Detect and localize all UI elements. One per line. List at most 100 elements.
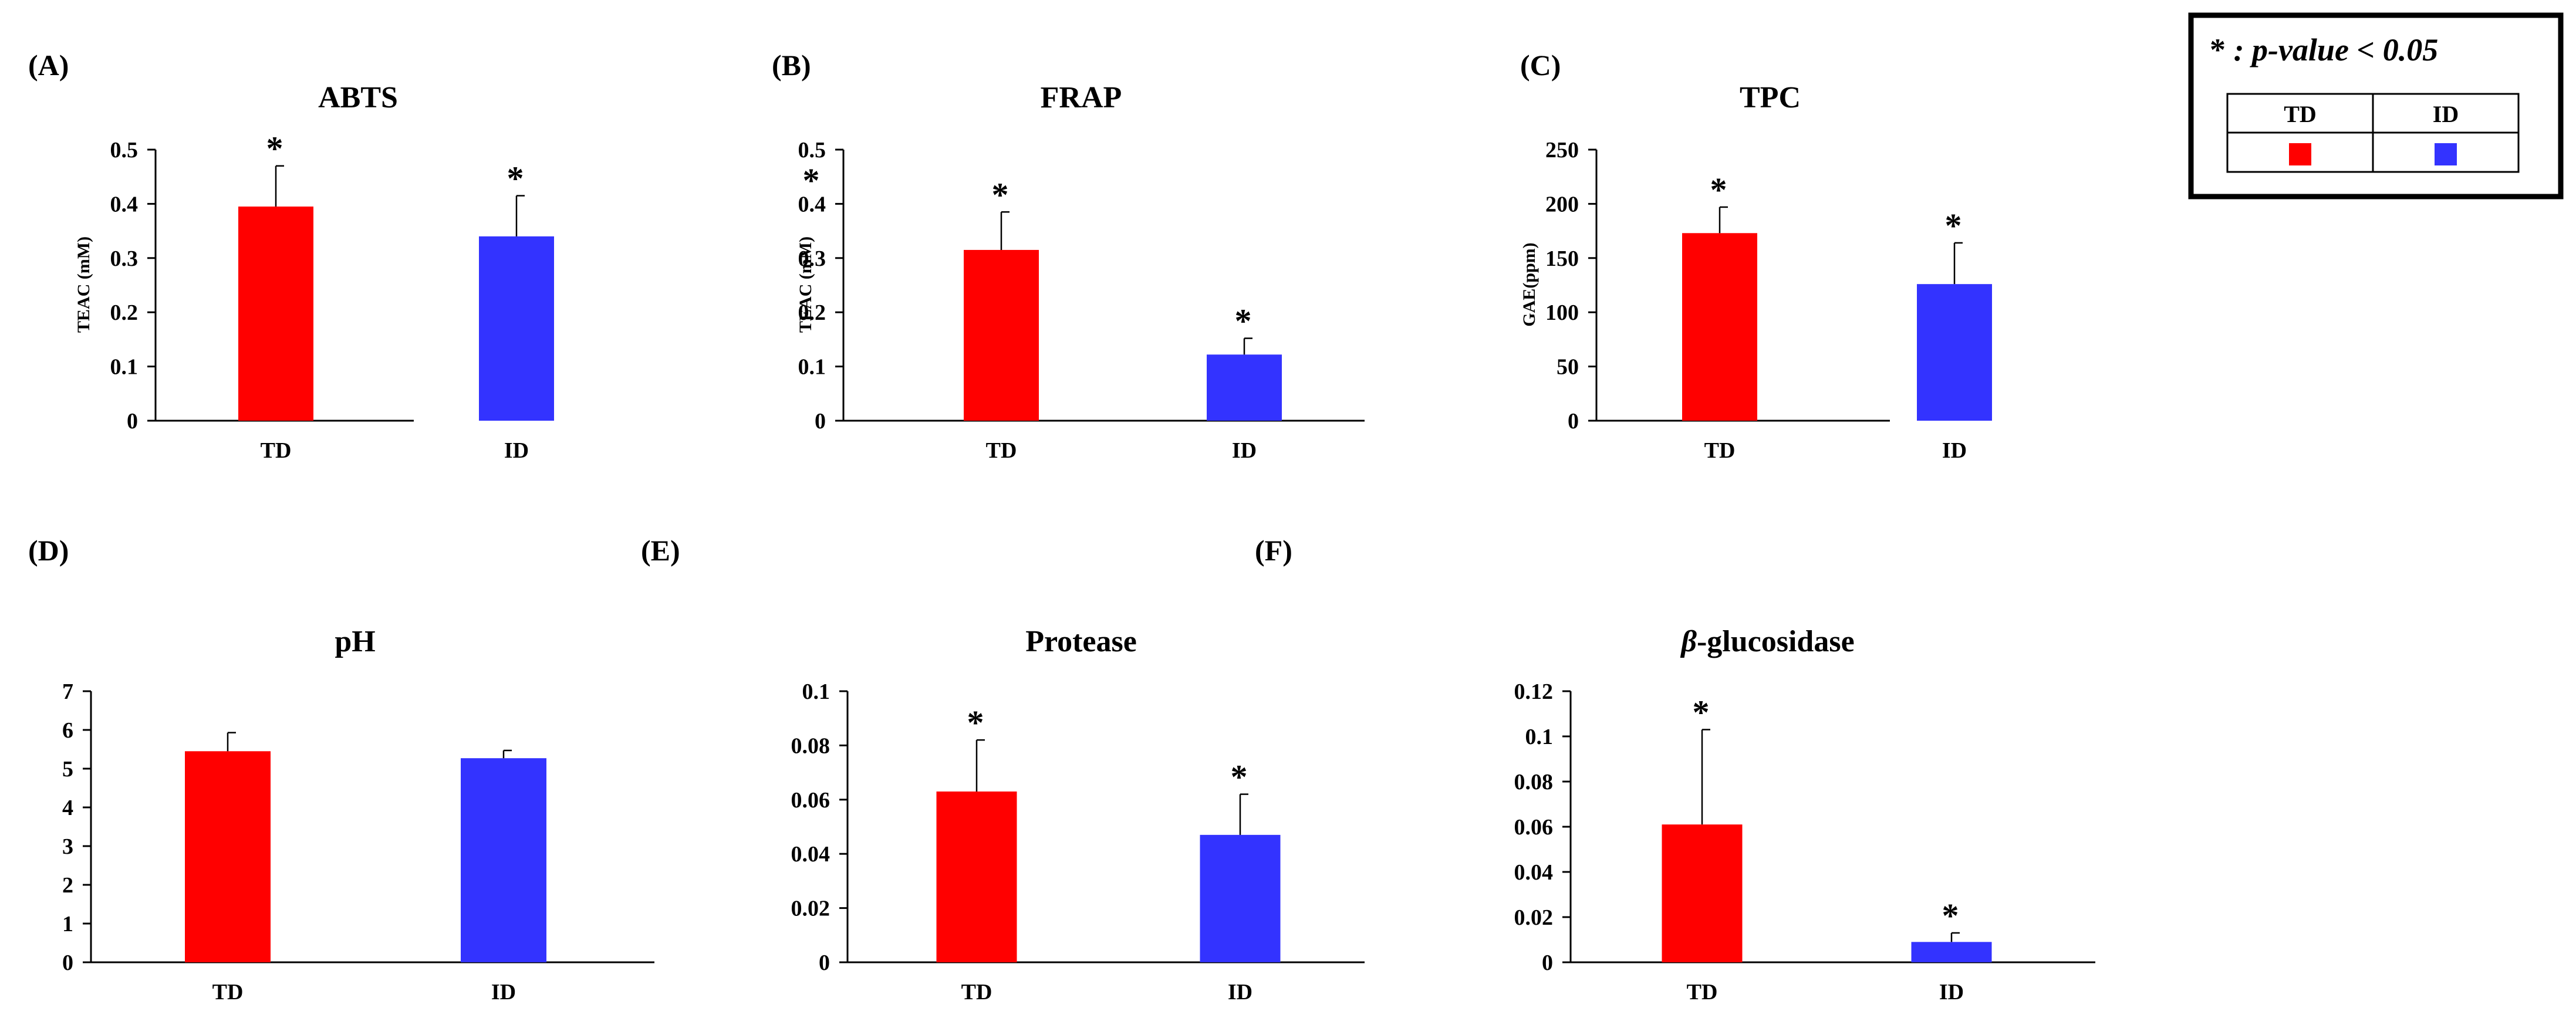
y-tick-label-protease-5: 0.1	[802, 679, 830, 704]
panel-label-ph: (D)	[28, 534, 69, 567]
y-tick-label-tpc-0: 0	[1568, 409, 1579, 434]
y-tick-label-abts-3: 0.3	[110, 246, 139, 271]
significance-glucosidase-id: *	[1942, 897, 1959, 935]
x-tick-label-protease-td: TD	[961, 980, 992, 1005]
significance-frap-td: *	[992, 175, 1009, 214]
y-tick-label-abts-0: 0	[127, 409, 138, 434]
y-tick-label-protease-2: 0.04	[791, 842, 830, 867]
y-tick-label-abts-5: 0.5	[110, 138, 139, 163]
y-tick-label-tpc-1: 50	[1557, 355, 1579, 380]
chart-title-ph: pH	[335, 625, 375, 658]
y-tick-label-glucosidase-6: 0.12	[1514, 679, 1554, 704]
y-axis-label-abts: TEAC (mM)	[74, 236, 93, 333]
significance-abts-td: *	[266, 130, 283, 168]
chart-title-tpc: TPC	[1740, 81, 1801, 114]
y-tick-label-glucosidase-1: 0.02	[1514, 905, 1554, 930]
significance-tpc-td: *	[1710, 171, 1727, 209]
x-tick-label-glucosidase-td: TD	[1687, 980, 1718, 1005]
panel-label-protease: (E)	[641, 534, 680, 567]
legend-note: * : p-value < 0.05	[2210, 32, 2438, 67]
legend-note-text: : p-value < 0.05	[2226, 32, 2438, 67]
y-tick-label-ph-7: 7	[62, 679, 73, 704]
y-tick-label-ph-6: 6	[62, 718, 73, 743]
y-tick-label-protease-1: 0.02	[791, 897, 830, 921]
panel-label-tpc: (C)	[1520, 49, 1561, 82]
bar-tpc-td	[1682, 233, 1757, 421]
y-tick-label-frap-3: 0.3	[798, 246, 826, 271]
bar-protease-td	[936, 791, 1017, 962]
y-tick-label-ph-1: 1	[62, 912, 73, 936]
y-tick-label-frap-2: 0.2	[798, 300, 826, 325]
y-tick-label-glucosidase-5: 0.1	[1525, 725, 1554, 749]
y-axis-label-tpc: GAE(ppm)	[1520, 242, 1539, 326]
y-tick-label-tpc-5: 250	[1545, 138, 1579, 163]
y-tick-label-tpc-3: 150	[1545, 246, 1579, 271]
bar-glucosidase-id	[1911, 942, 1992, 962]
y-tick-label-ph-3: 3	[62, 834, 73, 859]
chart-abts: (A) ABTS TEAC (mM) 0 0.1 0.2 0.3 0.4 0.5 * TD * ID	[28, 49, 554, 463]
x-tick-label-tpc-id: ID	[1942, 438, 1967, 463]
y-tick-label-abts-1: 0.1	[110, 355, 139, 380]
significance-glucosidase-td: *	[1693, 693, 1710, 731]
legend-frame	[2188, 12, 2564, 199]
legend: * : p-value < 0.05 TD ID	[2188, 12, 2564, 199]
legend-swatch-td	[2289, 143, 2311, 165]
x-tick-label-frap-id: ID	[1232, 438, 1257, 463]
y-tick-label-frap-4: 0.4	[798, 192, 826, 217]
chart-ph: (D) pH 0 1 2 3 4 5 6 7 TD ID	[28, 534, 654, 1005]
legend-header-td: TD	[2284, 101, 2317, 127]
significance-abts-id: *	[507, 160, 524, 198]
y-tick-label-ph-4: 4	[62, 796, 73, 820]
chart-title-glucosidase: β-glucosidase	[1680, 625, 1854, 658]
chart-title-frap: FRAP	[1041, 81, 1122, 114]
y-tick-label-glucosidase-0: 0	[1542, 951, 1553, 975]
chart-title-prefix-glucosidase: β	[1680, 625, 1697, 658]
bar-tpc-id	[1917, 284, 1992, 421]
significance-protease-id: *	[1231, 758, 1248, 796]
y-axis-label-frap: TEAC (mM)	[796, 236, 815, 333]
y-tick-label-protease-0: 0	[819, 951, 830, 975]
significance-frap-id: *	[1235, 302, 1252, 340]
y-tick-label-frap-5: 0.5	[798, 138, 826, 163]
y-tick-label-tpc-4: 200	[1545, 192, 1579, 217]
y-tick-label-glucosidase-2: 0.04	[1514, 860, 1554, 885]
chart-protease: (E) Protease 0 0.02 0.04 0.06 0.08 0.1 * TD * ID	[641, 534, 1365, 1005]
bar-protease-id	[1200, 834, 1281, 962]
legend-swatch-id	[2435, 143, 2457, 165]
significance-tpc-id: *	[1945, 207, 1962, 245]
y-tick-label-frap-0: 0	[815, 409, 826, 434]
bar-ph-id	[461, 758, 546, 962]
extra-mark-frap-0: *	[803, 161, 820, 199]
x-tick-label-abts-td: TD	[261, 438, 292, 463]
bar-frap-td	[964, 249, 1039, 421]
x-tick-label-ph-id: ID	[491, 980, 516, 1005]
bar-abts-id	[479, 236, 554, 421]
bar-ph-td	[185, 751, 271, 962]
legend-note-star: *	[2210, 32, 2226, 67]
chart-title-text-glucosidase: -glucosidase	[1697, 625, 1855, 658]
legend-table	[2226, 93, 2520, 173]
bar-glucosidase-td	[1662, 824, 1743, 962]
y-tick-label-abts-4: 0.4	[110, 192, 139, 217]
panel-label-abts: (A)	[28, 49, 69, 82]
chart-glucosidase: (F) β-glucosidase 0 0.02 0.04 0.06 0.08 0.1 0.12…	[1255, 534, 2095, 1005]
x-tick-label-tpc-td: TD	[1704, 438, 1736, 463]
y-tick-label-ph-5: 5	[62, 757, 73, 782]
panel-label-frap: (B)	[772, 49, 811, 82]
legend-header-id: ID	[2433, 101, 2459, 127]
panel-label-glucosidase: (F)	[1255, 534, 1292, 567]
y-tick-label-protease-4: 0.08	[791, 733, 830, 758]
significance-protease-td: *	[967, 704, 984, 742]
x-tick-label-frap-td: TD	[986, 438, 1017, 463]
bar-frap-id	[1207, 354, 1282, 421]
y-tick-label-frap-1: 0.1	[798, 355, 826, 380]
chart-tpc: (C) TPC GAE(ppm) 0 50 100 150 200 250 * TD * ID	[1520, 49, 1992, 463]
y-tick-label-abts-2: 0.2	[110, 300, 139, 325]
chart-title-abts: ABTS	[318, 81, 398, 114]
y-tick-label-ph-2: 2	[62, 873, 73, 898]
y-tick-label-protease-3: 0.06	[791, 788, 830, 813]
x-tick-label-abts-id: ID	[504, 438, 529, 463]
